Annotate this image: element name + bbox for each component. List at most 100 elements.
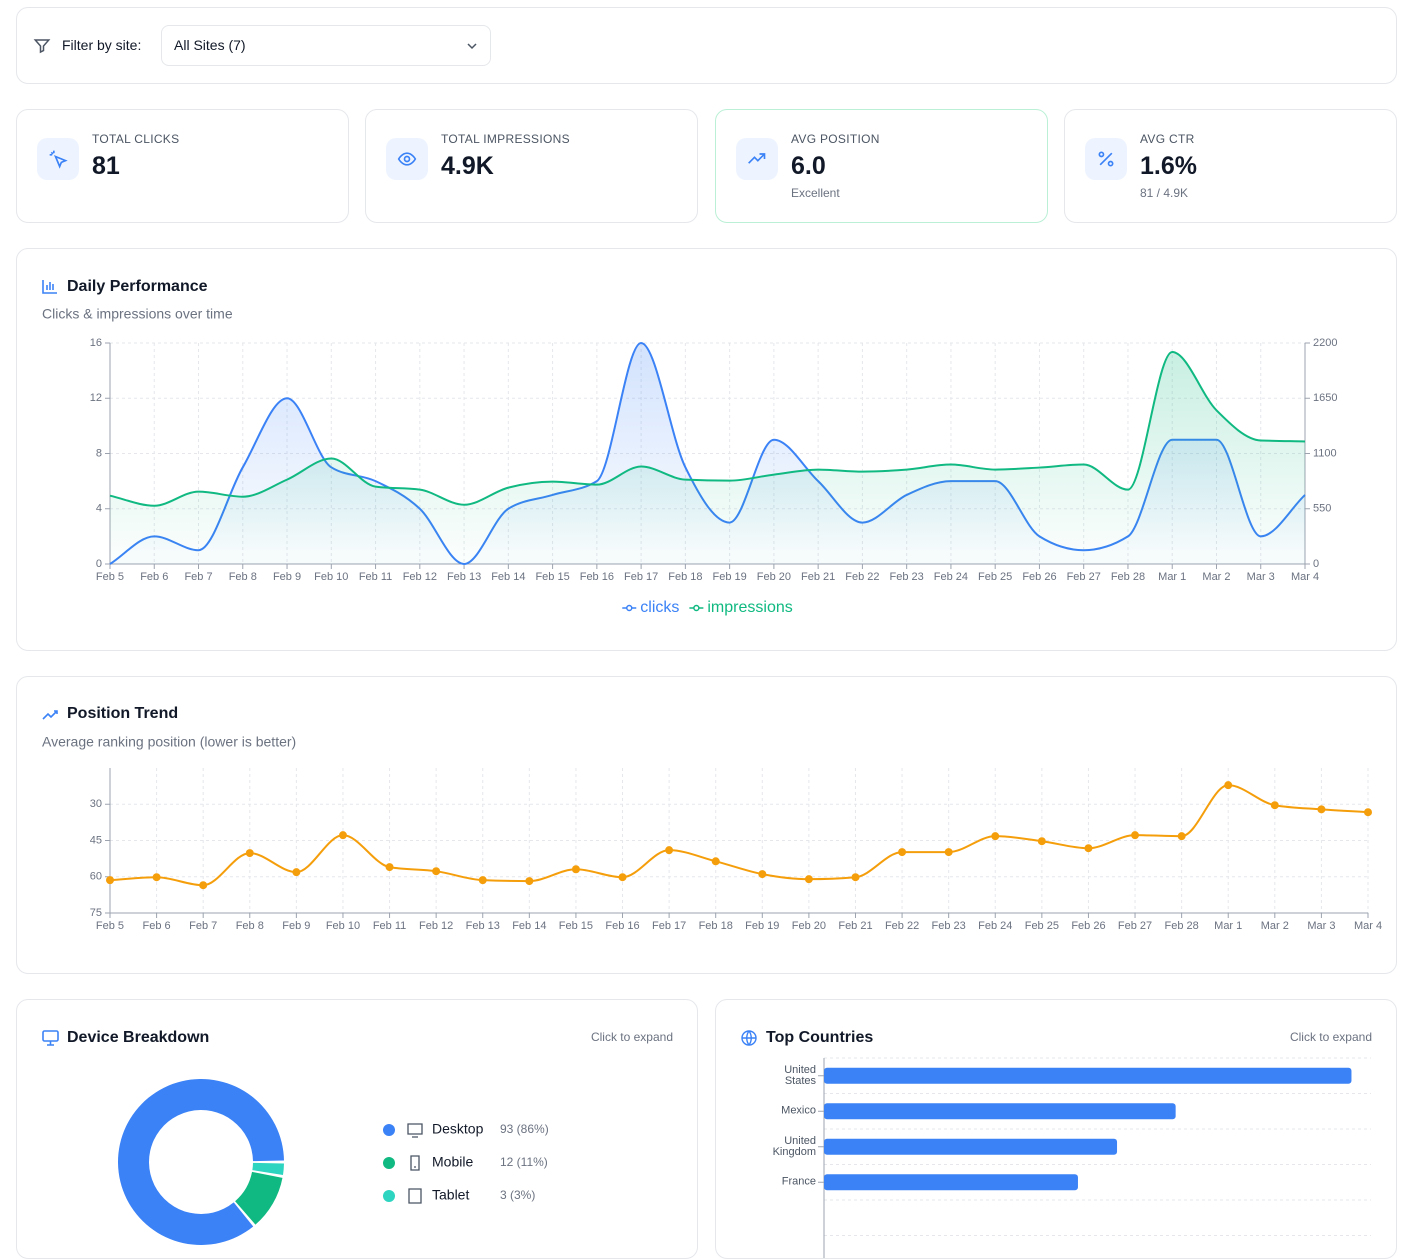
site-select[interactable]: All Sites (7) [161, 25, 491, 66]
legend-item: clicks [622, 599, 679, 616]
x-tick-label: Feb 21 [801, 571, 835, 583]
x-tick-label: Feb 18 [668, 571, 702, 583]
chart: Top Countries Click to expand [741, 1029, 1372, 1258]
x-tick-label: Feb 5 [96, 920, 124, 932]
bar [824, 1138, 1118, 1155]
y-tick-label: 45 [90, 834, 102, 846]
y-tick-label: 12 [90, 392, 102, 404]
point [991, 832, 1000, 841]
legend-swatch [693, 604, 700, 612]
stat-note: 81 / 4.9K [1140, 186, 1189, 200]
bar [824, 1067, 1352, 1084]
y2-tick-label: 550 [1313, 503, 1331, 515]
chart-icon [42, 280, 57, 294]
chart-title: Position Trend [67, 705, 178, 722]
y2-tick-label: 1650 [1313, 392, 1337, 404]
x-tick-label: Feb 7 [189, 920, 217, 932]
pie-slice [252, 1162, 284, 1175]
x-tick-label: Mar 2 [1202, 571, 1230, 583]
legend-icon [408, 1188, 422, 1204]
x-tick-label: Mar 1 [1214, 920, 1242, 932]
legend-swatch [383, 1157, 395, 1169]
x-tick-label: Feb 12 [419, 920, 453, 932]
point [804, 875, 813, 884]
stat-icon [736, 138, 778, 180]
y2-tick-label: 0 [1313, 558, 1319, 570]
y-tick-label: 8 [96, 447, 102, 459]
point [571, 865, 580, 874]
legend-icon [407, 1123, 423, 1138]
stat-icon [386, 138, 428, 180]
point [106, 876, 114, 885]
area [110, 352, 1305, 564]
y-tick-label: 0 [96, 558, 102, 570]
x-tick-label: Feb 14 [491, 571, 525, 583]
point [245, 849, 254, 858]
point [1037, 837, 1046, 846]
legend-value: 3 (3%) [500, 1188, 535, 1202]
point [898, 848, 907, 857]
x-tick-label: Feb 20 [757, 571, 791, 583]
stat-card: TOTAL CLICKS 81 [16, 109, 349, 223]
y-tick-label: United Kingdom [772, 1134, 816, 1158]
x-tick-label: Mar 4 [1354, 920, 1382, 932]
point [618, 873, 627, 882]
x-tick-label: Feb 9 [273, 571, 301, 583]
x-tick-label: Feb 20 [792, 920, 826, 932]
stat-card: AVG CTR 1.6% 81 / 4.9K [1064, 109, 1397, 223]
y-tick-label: 75 [90, 907, 102, 919]
point [338, 831, 347, 840]
x-tick-label: Feb 22 [885, 920, 919, 932]
x-tick-label: Feb 12 [403, 571, 437, 583]
point [152, 873, 161, 882]
y-tick-label: United States [784, 1063, 816, 1087]
x-tick-label: Feb 19 [713, 571, 747, 583]
chevron [467, 43, 477, 50]
point [944, 848, 953, 857]
top-countries-card[interactable]: Top Countries Click to expand United Sta… [715, 999, 1397, 1259]
x-tick-label: Feb 27 [1067, 571, 1101, 583]
y-tick-label: France [781, 1175, 816, 1188]
legend-value: 12 (11%) [500, 1155, 548, 1169]
x-tick-label: Mar 1 [1158, 571, 1186, 583]
x-tick-label: Feb 25 [1025, 920, 1059, 932]
expand-hint[interactable]: Click to expand [1290, 1030, 1372, 1044]
x-tick-label: Feb 22 [845, 571, 879, 583]
device-breakdown-card[interactable]: Device Breakdown Click to expand Desktop… [16, 999, 698, 1259]
chart-title: Daily Performance [67, 278, 208, 295]
stat-icon [1085, 138, 1127, 180]
position-trend-card: Position Trend Average ranking position … [16, 676, 1397, 974]
stat-value: 1.6% [1140, 152, 1197, 180]
chart: Daily Performance Clicks & impressions o… [42, 278, 1337, 616]
point [292, 868, 301, 877]
chart-title: Device Breakdown [67, 1029, 209, 1046]
x-tick-label: Feb 15 [559, 920, 593, 932]
point [478, 876, 487, 885]
x-tick-label: Feb 19 [745, 920, 779, 932]
legend-swatch [626, 604, 633, 612]
site-select-value: All Sites (7) [174, 37, 246, 53]
x-tick-label: Feb 25 [978, 571, 1012, 583]
point [1084, 844, 1093, 853]
stat-card: TOTAL IMPRESSIONS 4.9K [365, 109, 698, 223]
x-tick-label: Feb 14 [512, 920, 546, 932]
filter-label: Filter by site: [62, 37, 142, 53]
bar [824, 1174, 1078, 1191]
x-tick-label: Feb 10 [314, 571, 348, 583]
x-tick-label: Feb 16 [580, 571, 614, 583]
legend-label: impressions [707, 599, 792, 616]
point [1131, 831, 1140, 840]
legend-icon [410, 1155, 420, 1171]
expand-hint[interactable]: Click to expand [591, 1030, 673, 1044]
point [199, 881, 208, 890]
stat-label: TOTAL IMPRESSIONS [441, 132, 570, 146]
x-tick-label: Feb 27 [1118, 920, 1152, 932]
chart-icon [741, 1030, 757, 1046]
x-tick-label: Feb 5 [96, 571, 124, 583]
x-tick-label: Feb 28 [1111, 571, 1145, 583]
legend-item: impressions [689, 599, 793, 616]
line [109, 784, 1369, 887]
y-tick-label: 16 [90, 337, 102, 349]
x-tick-label: Feb 11 [373, 920, 406, 932]
x-tick-label: Feb 10 [326, 920, 360, 932]
